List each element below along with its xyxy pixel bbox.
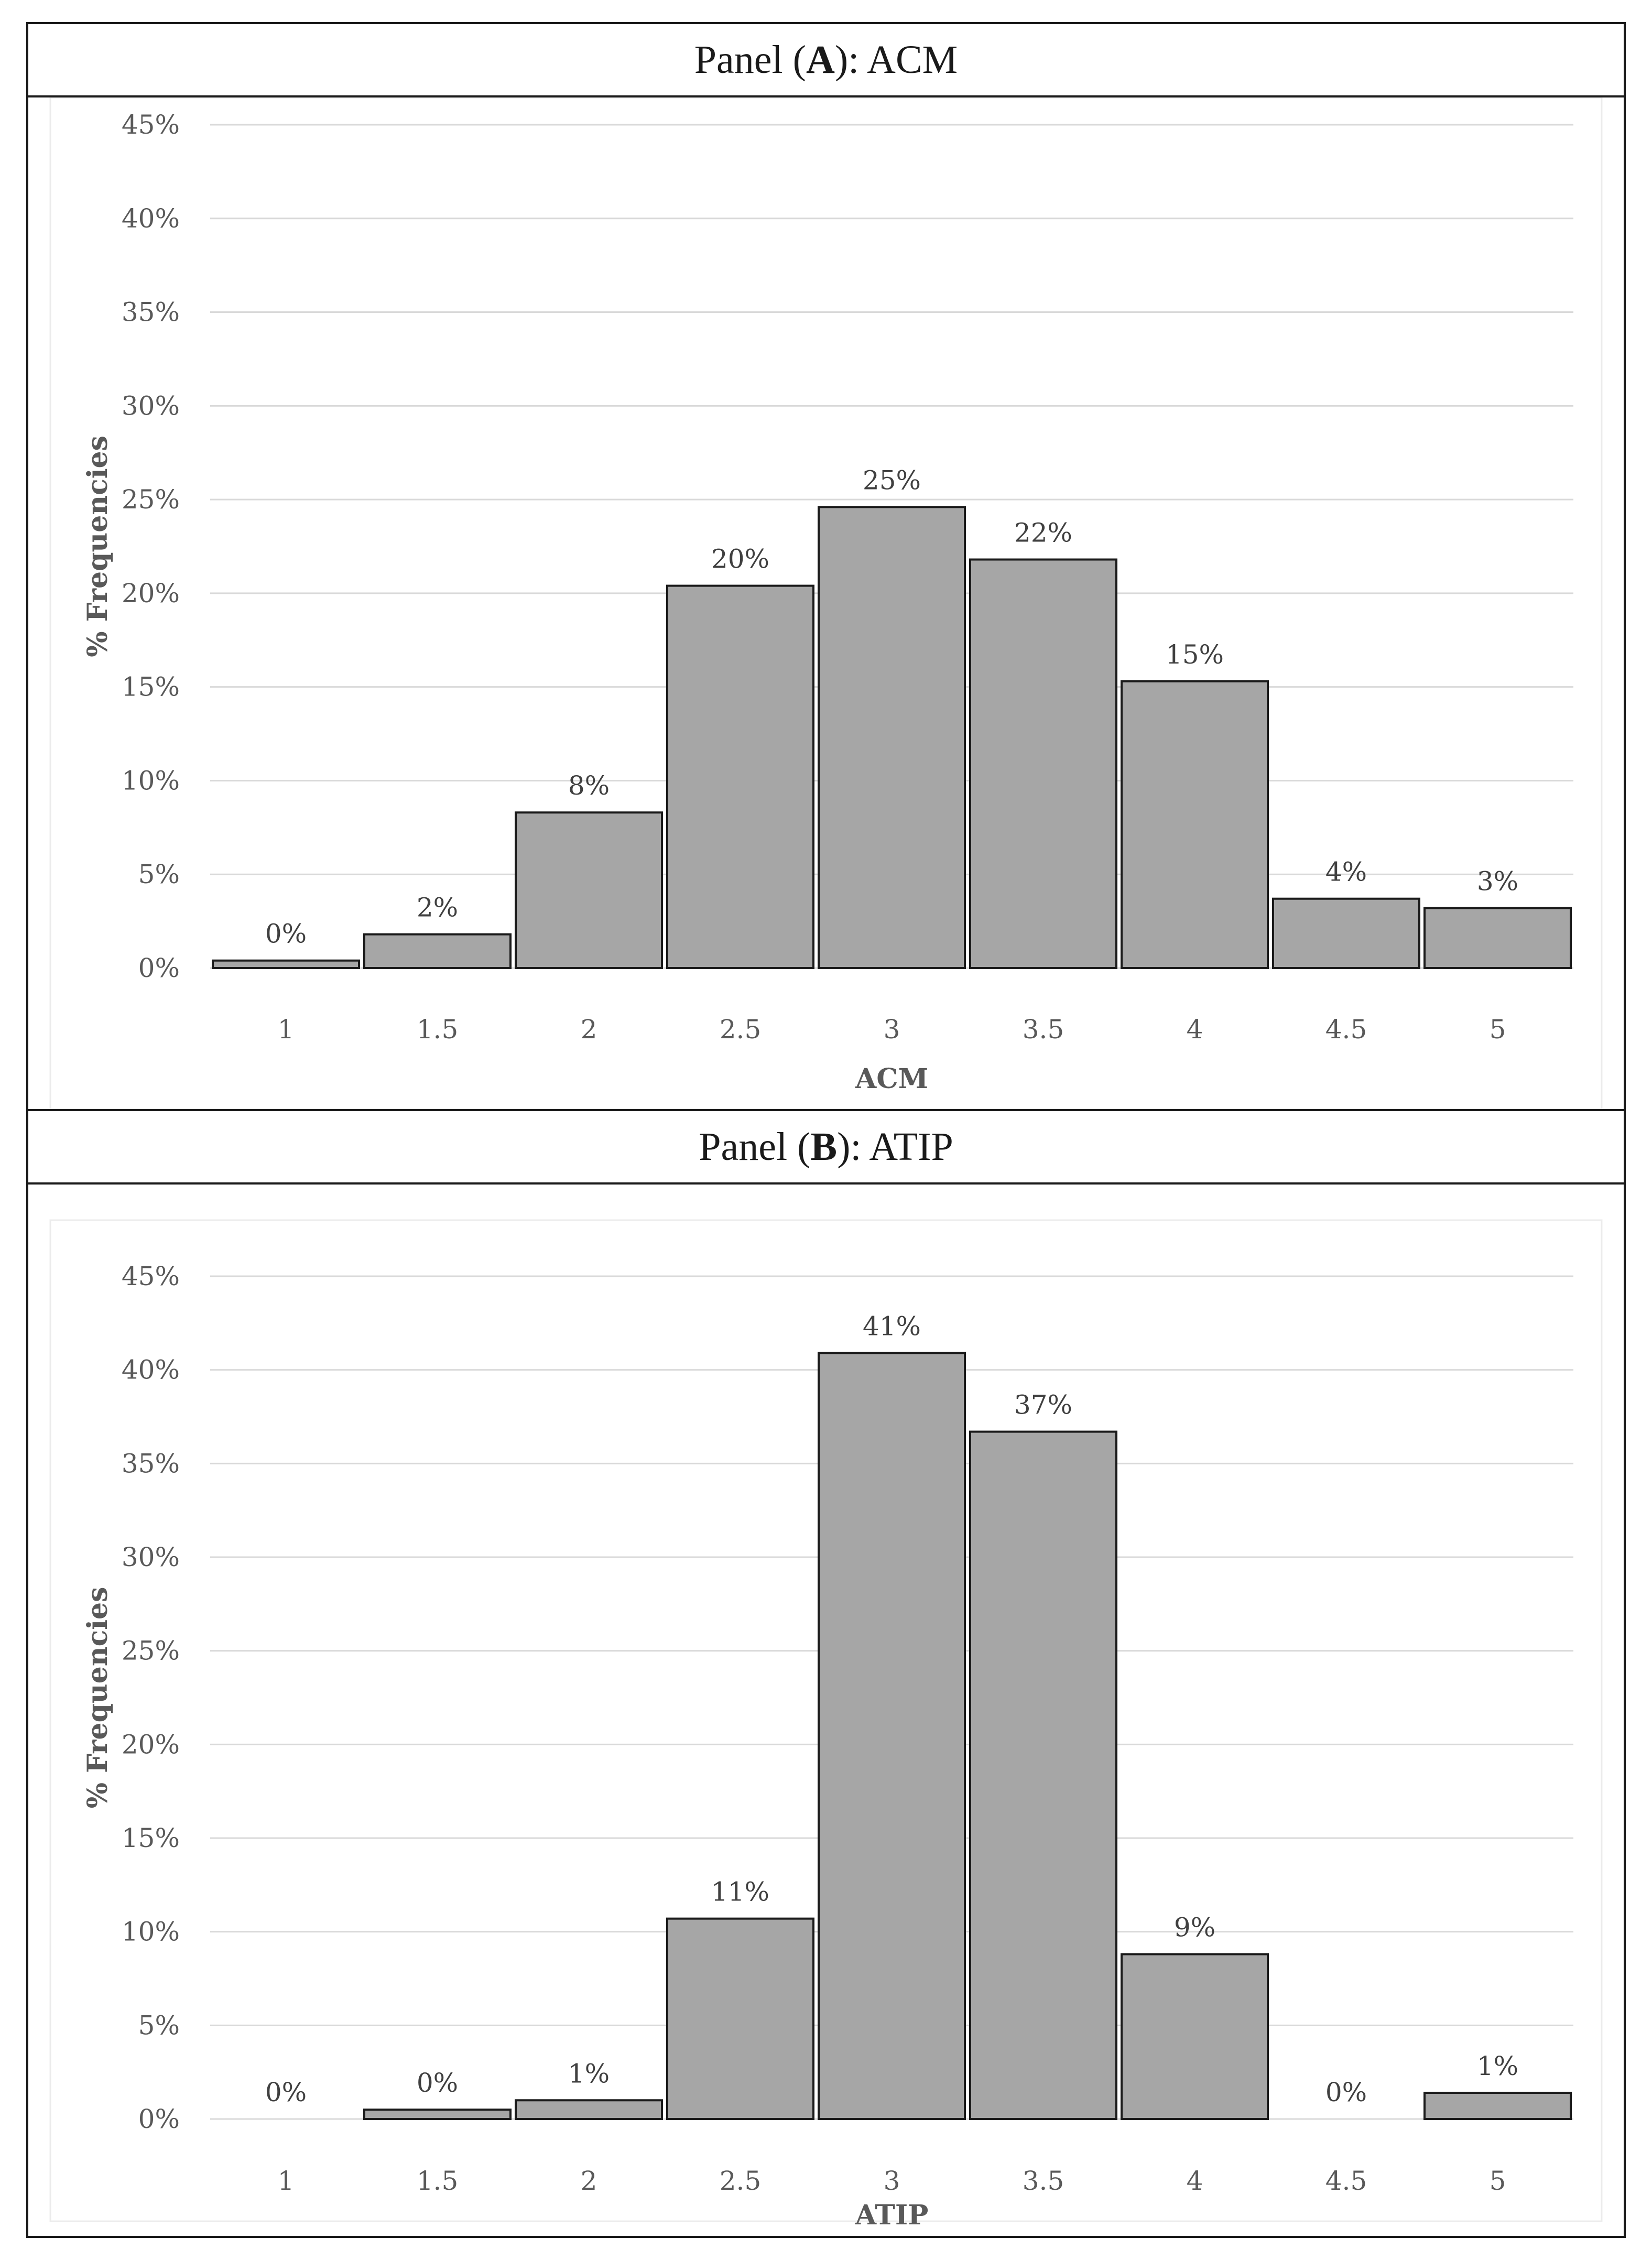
- panel-b-bar-3: [818, 1352, 966, 2120]
- panel-a-ytick-label: 25%: [122, 484, 180, 515]
- panel-a-ytick-label: 35%: [122, 297, 180, 328]
- panel-a-title-letter: A: [806, 37, 835, 82]
- panel-a-bar-3: [818, 506, 966, 969]
- panel-a-xtick-label: 2: [581, 1014, 597, 1045]
- panel-b-title-suffix: ): ATIP: [837, 1124, 953, 1169]
- panel-a-data-label: 0%: [265, 919, 307, 949]
- panel-a-x-axis-title: ACM: [855, 1063, 928, 1095]
- panel-a-chart: 0%5%10%15%20%25%30%35%40%45%0%12%1.58%22…: [49, 97, 1603, 1109]
- panel-b-data-label: 41%: [863, 1311, 921, 1342]
- panel-a-data-label: 2%: [417, 893, 458, 923]
- panel-b-ytick-label: 20%: [122, 1729, 180, 1759]
- panel-b-ytick-label: 15%: [122, 1823, 180, 1853]
- panel-a-data-label: 15%: [1166, 639, 1224, 670]
- panel-b-xtick-label: 2.5: [720, 2166, 762, 2196]
- panel-b-xtick-label: 4.5: [1325, 2166, 1367, 2196]
- panel-b-bar-1.5: [363, 2109, 512, 2120]
- panel-b-bar-2.5: [666, 1917, 814, 2120]
- panel-a-bar-1: [212, 959, 360, 969]
- panel-b-xtick-label: 1: [278, 2166, 295, 2196]
- panel-a-ytick-label: 45%: [122, 110, 180, 140]
- panel-a-title: Panel (A): ACM: [28, 24, 1624, 97]
- panel-a-ytick-label: 20%: [122, 578, 180, 609]
- panel-b-bar-3.5: [969, 1430, 1117, 2120]
- panel-b-ytick-label: 25%: [122, 1636, 180, 1666]
- panel-a-xtick-label: 5: [1490, 1014, 1506, 1045]
- panel-a-bar-2.5: [666, 584, 814, 969]
- panel-a-data-label: 8%: [568, 770, 610, 801]
- panel-b-title-prefix: Panel (: [699, 1124, 811, 1169]
- panel-a-ytick-label: 0%: [138, 953, 180, 983]
- panel-a-data-label: 3%: [1477, 866, 1518, 897]
- panel-b-data-label: 1%: [1477, 2051, 1518, 2081]
- panel-b-ytick-label: 10%: [122, 1917, 180, 1947]
- panel-a-y-axis-title: % Frequencies: [82, 436, 114, 657]
- panel-b-xtick-label: 4: [1187, 2166, 1203, 2196]
- panel-a-xtick-label: 3: [884, 1014, 900, 1045]
- panel-b-xtick-label: 3: [884, 2166, 900, 2196]
- panel-b-xtick-label: 3.5: [1023, 2166, 1064, 2196]
- panel-b-data-label: 9%: [1174, 1913, 1215, 1943]
- panel-a-data-label: 22%: [1014, 518, 1072, 548]
- panel-b-title-letter: B: [810, 1124, 838, 1169]
- panel-a-bar-5: [1423, 907, 1572, 970]
- panel-a-xtick-label: 4: [1187, 1014, 1203, 1045]
- panel-a-title-suffix: ): ACM: [834, 37, 958, 82]
- panel-b-ytick-label: 45%: [122, 1261, 180, 1291]
- panel-a-data-label: 4%: [1325, 857, 1367, 887]
- panel-b-data-label: 0%: [265, 2077, 307, 2107]
- panel-a-bar-1.5: [363, 933, 512, 970]
- panel-a-xtick-label: 1.5: [417, 1014, 459, 1045]
- panel-b-xtick-label: 1.5: [417, 2166, 459, 2196]
- panel-b-ytick-label: 5%: [138, 2010, 180, 2040]
- panel-b-bar-4: [1121, 1953, 1269, 2120]
- panel-a-bar-3.5: [969, 558, 1117, 969]
- panel-b-title: Panel (B): ATIP: [28, 1109, 1624, 1185]
- panel-b-data-label: 37%: [1014, 1390, 1072, 1420]
- panel-b-data-label: 1%: [568, 2058, 610, 2089]
- panel-b-ytick-label: 0%: [138, 2104, 180, 2134]
- panel-a-data-label: 20%: [711, 544, 769, 574]
- panel-a-xtick-label: 3.5: [1023, 1014, 1064, 1045]
- panel-a-bar-4: [1121, 680, 1269, 969]
- panel-a-xtick-label: 1: [278, 1014, 295, 1045]
- panel-b-data-label: 11%: [711, 1877, 769, 1907]
- panel-b-xtick-label: 2: [581, 2166, 597, 2196]
- panel-b-y-axis-title: % Frequencies: [82, 1587, 114, 1809]
- panel-b-xtick-label: 5: [1490, 2166, 1506, 2196]
- panel-b-bar-5: [1423, 2091, 1572, 2121]
- panel-b-ytick-label: 35%: [122, 1448, 180, 1479]
- panel-a-bar-2: [515, 811, 663, 969]
- panel-a-ytick-label: 10%: [122, 765, 180, 796]
- panel-a-plot-area: [49, 97, 1603, 1109]
- panel-a-xtick-label: 2.5: [720, 1014, 762, 1045]
- panel-a-data-label: 25%: [863, 465, 921, 495]
- panel-b-ytick-label: 40%: [122, 1355, 180, 1385]
- panel-b-x-axis-title: ATIP: [855, 2199, 929, 2231]
- panel-a-ytick-label: 15%: [122, 672, 180, 702]
- figure-frame: Panel (A): ACM 0% 5% 10% 15% 20% 25% 30% 35% 40%…: [26, 22, 1626, 2238]
- panel-b-chart: 0%5%10%15%20%25%30%35%40%45%0%10%1.51%21…: [49, 1219, 1603, 2231]
- panel-a-ytick-label: 30%: [122, 390, 180, 421]
- panel-b-bar-2: [515, 2099, 663, 2121]
- panel-b-data-label: 0%: [1325, 2077, 1367, 2107]
- panel-b-plot-area: [49, 1219, 1603, 2222]
- panel-b-ytick-label: 30%: [122, 1542, 180, 1572]
- panel-a-title-prefix: Panel (: [694, 37, 806, 82]
- panel-b-data-label: 0%: [417, 2068, 458, 2098]
- panel-a-xtick-label: 4.5: [1325, 1014, 1367, 1045]
- panel-a-ytick-label: 40%: [122, 203, 180, 234]
- panel-a-bar-4.5: [1272, 897, 1420, 970]
- panel-a-ytick-label: 5%: [138, 859, 180, 889]
